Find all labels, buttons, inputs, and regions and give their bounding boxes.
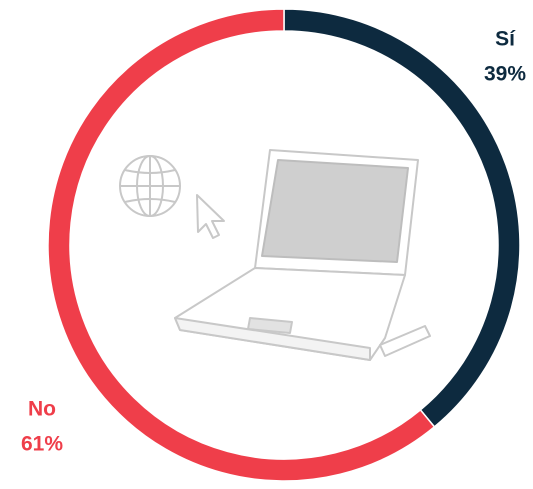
pie-slice (47, 8, 436, 482)
laptop-illustration (119, 149, 431, 361)
category-label: Sí (495, 28, 516, 51)
value-label: 61% (21, 433, 63, 456)
value-label: 39% (484, 63, 526, 86)
category-label: No (28, 398, 56, 421)
